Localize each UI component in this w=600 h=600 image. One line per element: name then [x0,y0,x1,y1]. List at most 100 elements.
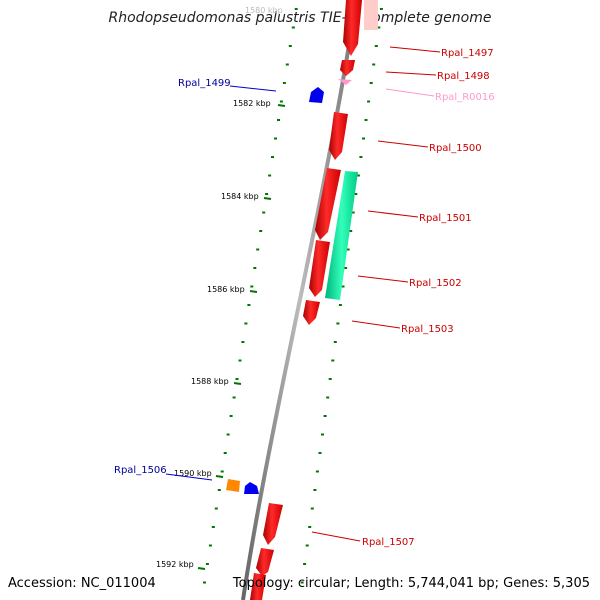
outer-scale-tick [338,304,342,306]
inner-scale-tick [232,396,236,399]
outer-scale-tick [326,396,330,399]
inner-scale-tick [217,489,221,491]
gene-rpal-1501[interactable] [315,168,341,240]
scale-label-1590: 1590 kbp [174,469,212,478]
gene-rpal-1497-ghost [364,0,378,30]
label-rpal-1502[interactable]: Rpal_1502 [409,278,462,289]
inner-scale-tick [203,581,206,584]
label-rpal-1503[interactable]: Rpal_1503 [401,324,454,335]
inner-scale-tick [268,174,272,177]
inner-scale-tick [205,563,209,565]
outer-scale-tick [377,26,381,29]
outer-scale-tick [364,119,368,121]
outer-scale-tick [356,174,360,177]
outer-scale-tick [359,156,363,158]
inner-scale-tick [226,433,230,436]
scale-label-1584: 1584 kbp [221,192,259,201]
label-rpal-r0016[interactable]: Rpal_R0016 [435,92,495,103]
inner-scale-tick [262,211,266,214]
outer-scale-tick [318,452,322,454]
outer-scale-tick [379,8,383,10]
label-rpal-1501[interactable]: Rpal_1501 [419,213,472,224]
gene-rpal-1505[interactable] [244,482,259,494]
outer-scale-tick [341,285,345,288]
inner-scale-tick [214,507,218,510]
inner-scale-tick [244,322,248,325]
gene-rpal-1504[interactable] [303,300,320,325]
accession-text: Accession: NC_011004 [8,576,156,591]
map-title: Rhodopseudomonas palustris TIE-1, comple… [109,10,492,26]
inner-scale-tick [253,267,257,269]
genome-backbone [241,0,358,600]
gene-rpal-1499[interactable] [309,87,324,103]
gene-labels: Rpal_1497 Rpal_1498 Rpal_R0016 Rpal_1499… [114,48,495,548]
inner-scale-tick [256,248,260,251]
features [226,0,378,600]
inner-scale-tick [288,45,292,47]
gene-rpal-1506[interactable] [226,479,240,492]
outer-scale-tick [328,378,332,380]
inner-scale-tick [211,526,215,528]
gene-rpal-1500[interactable] [329,112,348,160]
major-ticks [197,104,286,570]
outer-scale-tick [315,470,319,473]
inner-scale-tick [279,100,283,103]
outer-scale-tick [300,581,304,584]
outer-scale-tick [308,526,312,528]
inner-scale-tick [241,341,245,343]
label-rpal-1498[interactable]: Rpal_1498 [437,71,490,82]
label-rpal-1506[interactable]: Rpal_1506 [114,465,167,476]
scale-label-1586: 1586 kbp [207,285,245,294]
inner-scale-tick [259,230,263,232]
inner-scale-tick [223,452,227,454]
outer-scale-tick [351,211,355,214]
outer-feature-ring [300,8,383,584]
callout-lines [165,46,441,542]
inner-scale-tick [229,415,233,417]
inner-scale-tick [247,304,251,306]
scale-label-1582: 1582 kbp [233,99,271,108]
scale-label-1580: 1580 kbp [245,6,283,15]
label-rpal-1507[interactable]: Rpal_1507 [362,537,415,548]
outer-scale-tick [310,507,314,510]
scale-label-1588: 1588 kbp [191,377,229,386]
inner-scale-tick [250,285,254,288]
gene-rpal-r0016[interactable] [338,79,352,85]
outer-scale-tick [367,100,371,103]
outer-scale-tick [333,341,337,343]
gene-rpal-1498[interactable] [340,60,355,76]
gene-rpal-1508[interactable] [256,548,274,576]
inner-scale-tick [238,359,242,362]
outer-scale-tick [344,267,348,269]
inner-scale-tick [265,193,269,195]
outer-scale-tick [313,489,317,491]
outer-scale-tick [374,45,378,47]
label-rpal-1497[interactable]: Rpal_1497 [441,48,494,59]
gene-rpal-1497[interactable] [343,0,362,56]
outer-scale-tick [336,322,340,325]
gene-rpal-1503[interactable] [309,240,330,297]
inner-scale-ring [203,8,298,584]
inner-scale-tick [220,470,224,473]
inner-scale-tick [277,119,280,121]
gene-rpal-1509[interactable] [250,573,266,600]
label-rpal-1500[interactable]: Rpal_1500 [429,143,482,154]
inner-scale-tick [271,156,274,158]
inner-scale-tick [235,378,239,380]
gene-rpal-1507[interactable] [263,503,283,545]
genome-summary: Topology: circular; Length: 5,744,041 bp… [232,576,590,591]
scale-labels: 1580 kbp 1582 kbp 1584 kbp 1586 kbp 1588… [156,6,283,569]
inner-scale-tick [285,63,289,66]
outer-scale-tick [346,248,350,251]
inner-scale-tick [291,26,295,29]
outer-scale-tick [372,63,376,66]
gene-rpal-1502[interactable] [325,171,358,300]
outer-scale-tick [331,359,335,362]
outer-scale-tick [303,563,307,565]
scale-label-1592: 1592 kbp [156,560,194,569]
outer-scale-tick [354,193,358,195]
label-rpal-1499[interactable]: Rpal_1499 [178,78,231,89]
outer-scale-tick [369,82,373,84]
outer-scale-tick [362,137,365,140]
inner-scale-tick [274,137,277,140]
